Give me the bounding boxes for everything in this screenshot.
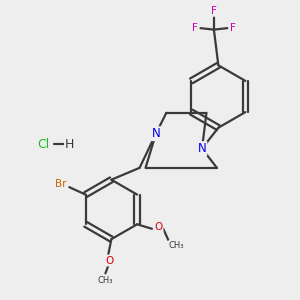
Text: Br: Br xyxy=(55,178,67,189)
Text: N: N xyxy=(152,127,160,140)
Text: H: H xyxy=(65,138,74,151)
Text: CH₃: CH₃ xyxy=(97,276,112,285)
Text: F: F xyxy=(230,23,236,33)
Text: O: O xyxy=(154,222,163,232)
Text: F: F xyxy=(211,6,217,16)
Text: CH₃: CH₃ xyxy=(169,241,184,250)
Text: F: F xyxy=(192,23,197,33)
Text: O: O xyxy=(106,256,114,266)
Text: Cl: Cl xyxy=(37,138,49,151)
Text: N: N xyxy=(198,142,206,155)
